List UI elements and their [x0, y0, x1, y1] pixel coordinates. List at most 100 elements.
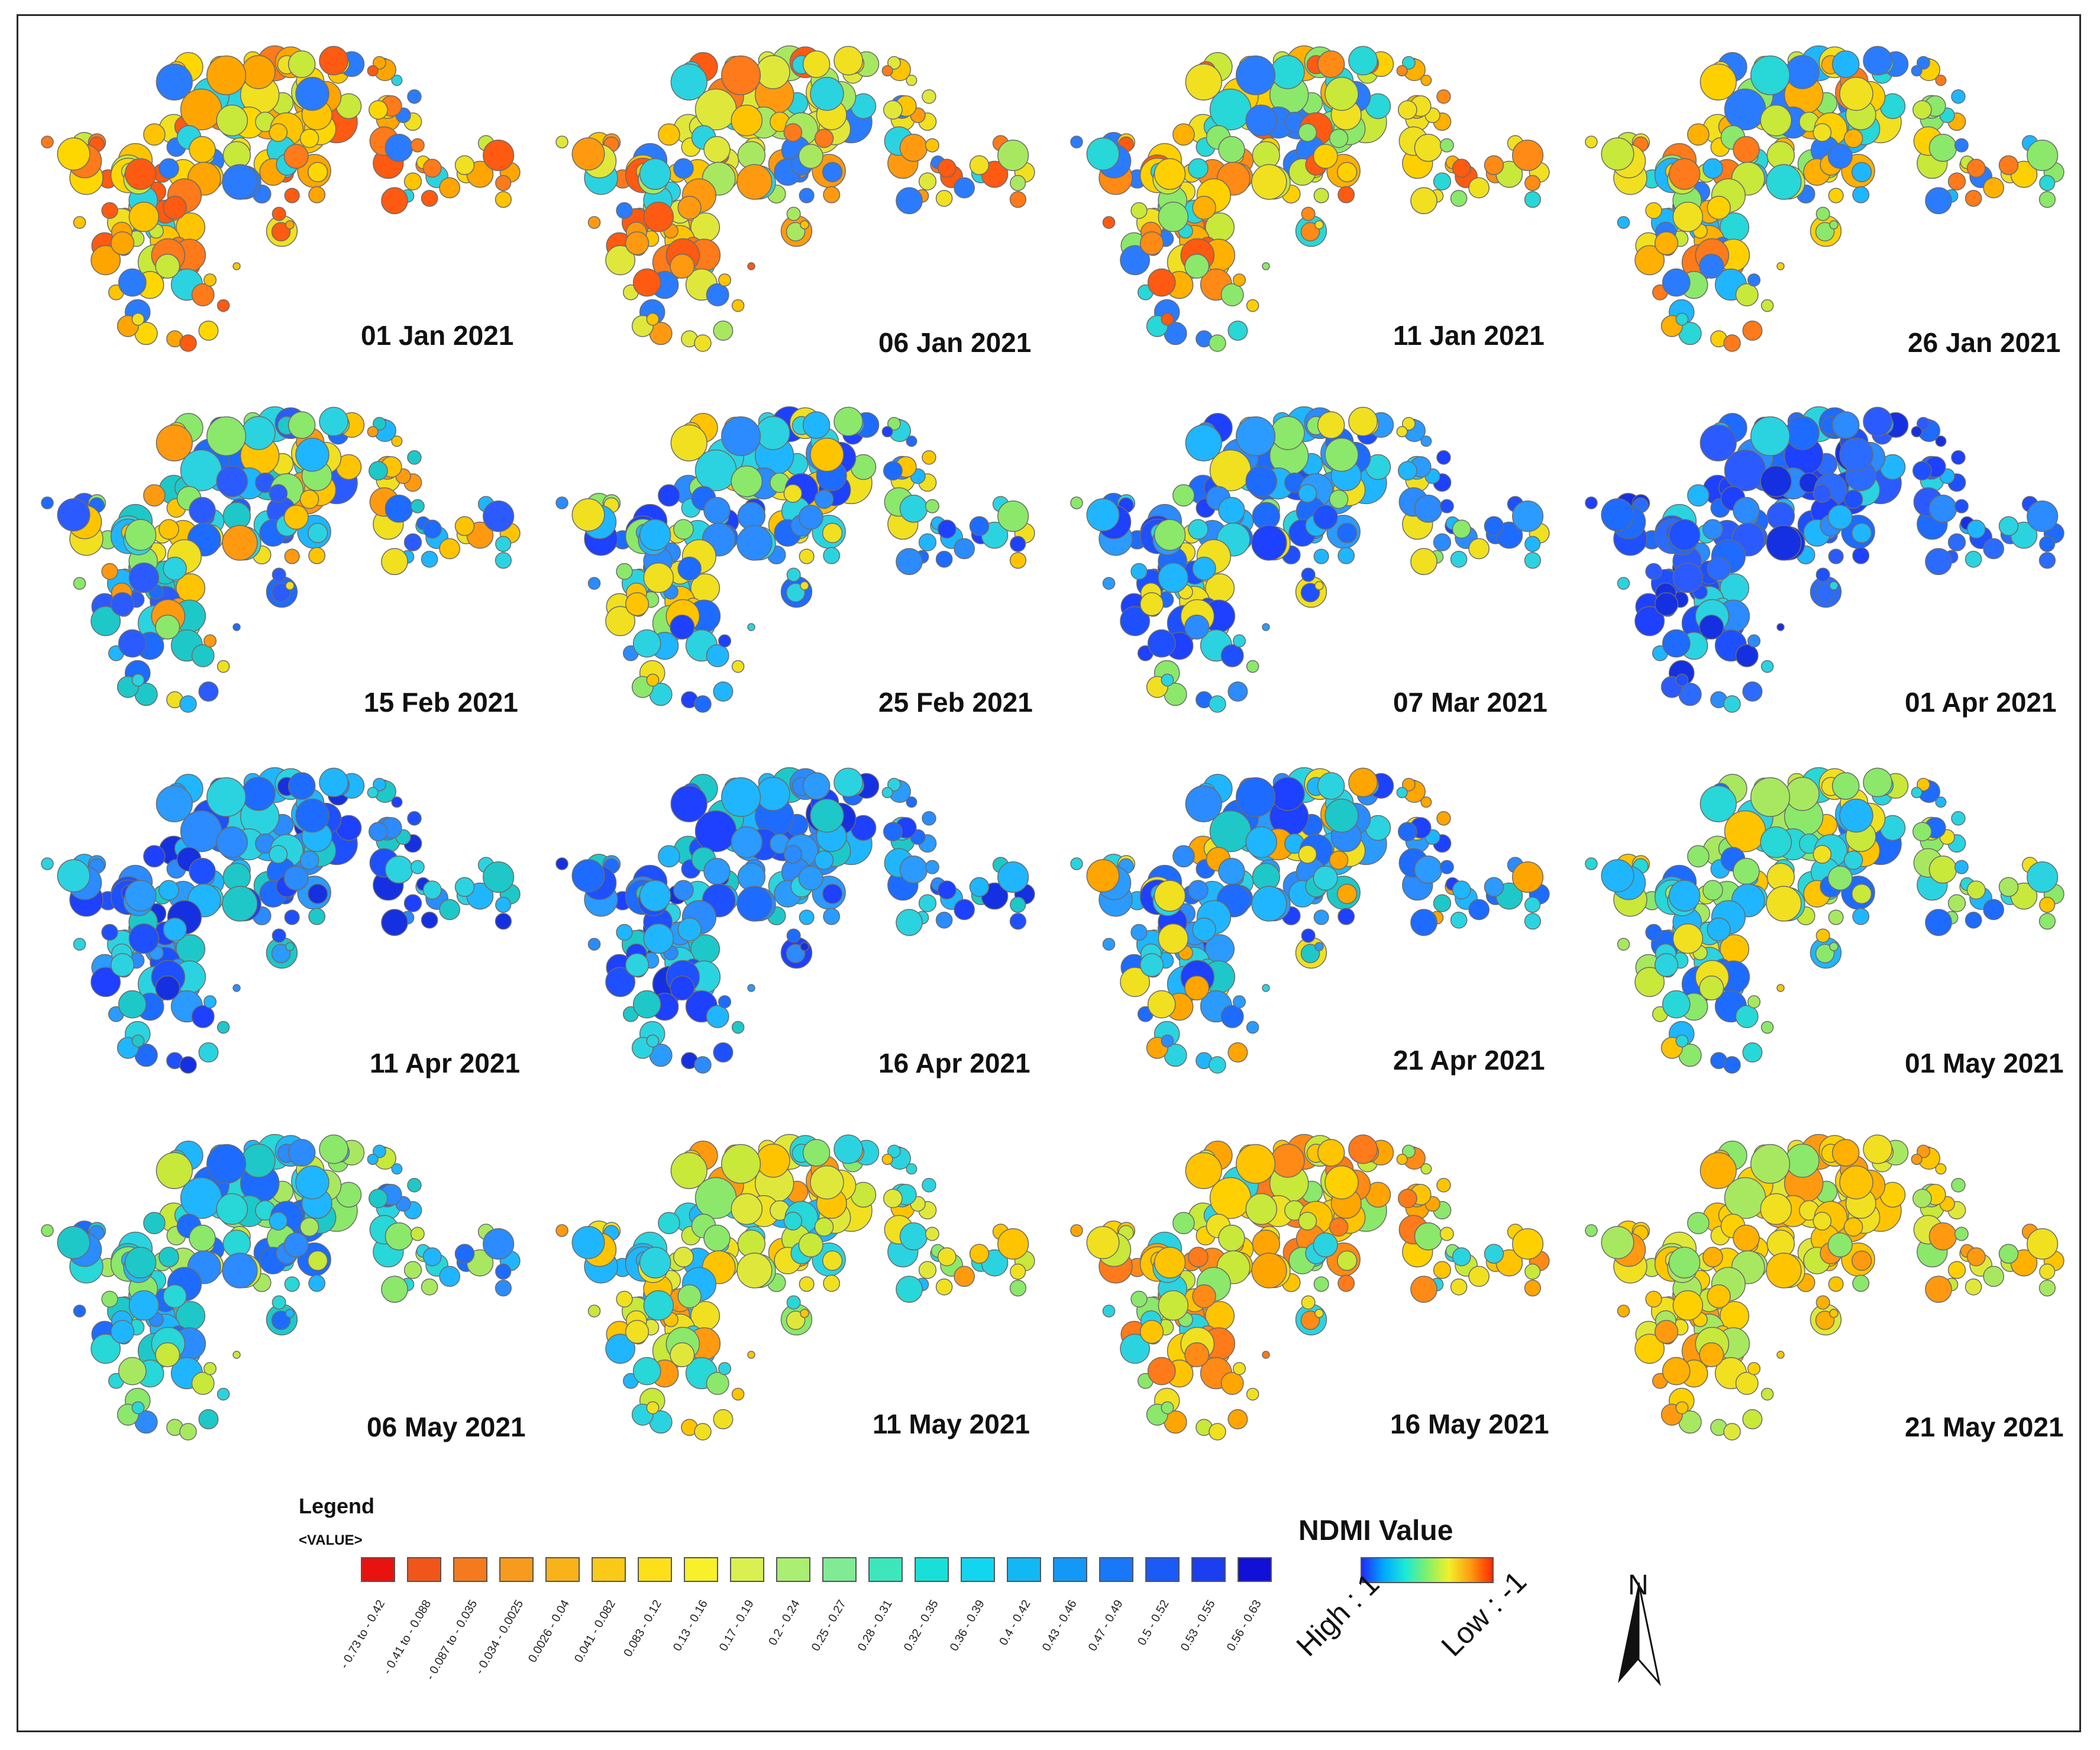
- field-circle: [1336, 883, 1358, 905]
- field-circle: [1484, 516, 1504, 536]
- field-circle: [1911, 426, 1923, 438]
- field-circle: [1329, 489, 1349, 509]
- field-circle: [1246, 660, 1259, 673]
- field-circle: [1742, 1409, 1763, 1429]
- field-circle: [1218, 1225, 1245, 1252]
- field-circle: [1188, 158, 1209, 179]
- field-circle: [954, 177, 975, 199]
- field-circle: [1723, 1423, 1741, 1441]
- field-circle: [798, 1232, 823, 1258]
- field-circle: [454, 155, 475, 175]
- field-circle: [639, 519, 671, 551]
- field-circle: [1436, 450, 1451, 465]
- field-circle: [373, 56, 386, 70]
- field-circle: [1313, 144, 1338, 169]
- field-circle: [906, 75, 917, 86]
- field-circle: [1851, 1250, 1872, 1271]
- north-arrow-icon: [1618, 1582, 1661, 1687]
- field-circle: [156, 785, 193, 822]
- field-circle: [1852, 1274, 1870, 1292]
- field-circle: [495, 552, 512, 569]
- field-circle: [833, 1134, 863, 1164]
- field-circle: [786, 1310, 806, 1331]
- field-circle: [124, 158, 157, 190]
- field-circle: [2039, 1263, 2056, 1280]
- field-circle: [1220, 644, 1244, 667]
- field-circle: [1236, 416, 1276, 456]
- field-circle: [731, 1021, 745, 1034]
- legend-swatch: [1145, 1557, 1180, 1582]
- field-circle: [1750, 55, 1791, 95]
- field-circle: [731, 465, 763, 498]
- field-circle: [887, 416, 901, 431]
- map-panel: [550, 757, 1059, 1112]
- field-circle: [1813, 845, 1832, 864]
- field-circle: [783, 123, 803, 142]
- field-circle: [673, 880, 694, 901]
- field-circle: [1512, 139, 1544, 172]
- field-circle: [833, 767, 863, 797]
- field-circle: [1314, 220, 1324, 230]
- field-circle: [1700, 63, 1737, 101]
- field-circle: [295, 437, 329, 472]
- field-circle: [285, 220, 295, 230]
- field-circle: [110, 592, 135, 616]
- legend-swatch: [638, 1557, 672, 1582]
- field-circle: [1601, 498, 1634, 532]
- field-circle: [1245, 104, 1278, 137]
- map-panel: [1579, 35, 2088, 390]
- field-circle: [1398, 100, 1417, 120]
- field-circle: [1813, 123, 1832, 142]
- field-circle: [1185, 63, 1222, 101]
- field-circle: [1336, 162, 1358, 183]
- field-circle: [272, 928, 286, 943]
- field-circle: [1998, 516, 2019, 536]
- legend-swatch: [453, 1557, 487, 1582]
- field-circle: [241, 1144, 276, 1178]
- field-circle: [783, 845, 803, 864]
- field-circle: [1863, 406, 1892, 437]
- field-circle: [1410, 909, 1437, 936]
- field-circle: [1828, 548, 1844, 564]
- field-circle: [703, 1225, 731, 1252]
- field-circle: [189, 1225, 216, 1252]
- field-circle: [271, 1310, 291, 1331]
- map-panel: [550, 396, 1059, 751]
- field-circle: [454, 516, 475, 536]
- field-circle: [1662, 990, 1691, 1019]
- field-circle: [284, 188, 300, 204]
- field-circle: [555, 496, 568, 509]
- field-circle: [643, 1290, 674, 1321]
- field-circle: [283, 1232, 309, 1258]
- field-circle: [143, 123, 166, 146]
- field-circle: [41, 857, 54, 870]
- field-circle: [658, 1212, 680, 1235]
- field-circle: [1120, 1334, 1151, 1364]
- field-circle: [203, 634, 217, 648]
- field-circle: [1161, 1034, 1174, 1048]
- field-circle: [128, 562, 160, 593]
- legend-swatch: [1007, 1557, 1041, 1582]
- field-circle: [643, 562, 674, 593]
- field-circle: [155, 614, 180, 640]
- field-circle: [1313, 1232, 1338, 1258]
- panel-date-label: 25 Feb 2021: [878, 687, 1033, 718]
- field-circle: [1192, 917, 1216, 942]
- field-circle: [319, 46, 348, 76]
- field-circle: [1645, 1290, 1662, 1308]
- field-circle: [1928, 855, 1957, 884]
- field-circle: [1828, 909, 1844, 925]
- field-circle: [1139, 1320, 1164, 1344]
- field-circle: [918, 172, 937, 191]
- map-panel: [1065, 35, 1574, 390]
- field-circle: [616, 202, 633, 219]
- field-circle: [1702, 158, 1723, 179]
- field-circle: [495, 896, 512, 913]
- field-circle: [1245, 1193, 1278, 1225]
- field-circle: [307, 1250, 328, 1271]
- field-circle: [918, 533, 937, 551]
- field-circle: [1687, 484, 1710, 507]
- field-circle: [495, 175, 512, 191]
- field-circle: [1236, 1144, 1276, 1184]
- field-circle: [1147, 629, 1176, 658]
